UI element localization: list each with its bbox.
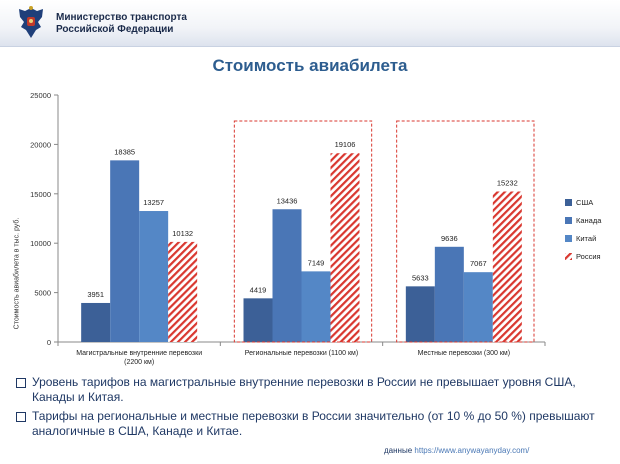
bar-Китай <box>139 211 169 342</box>
category-label: Региональные перевозки (1100 км) <box>245 350 358 357</box>
square-bullet-icon <box>16 412 26 422</box>
ministry-line-1: Министерство транспорта <box>56 12 187 23</box>
bar-Россия <box>492 191 522 342</box>
highlight-box <box>233 120 373 343</box>
bullet-item: Тарифы на региональные и местные перевоз… <box>12 409 612 439</box>
legend-swatch <box>565 253 572 260</box>
data-label: 7067 <box>470 259 487 268</box>
data-label: 13436 <box>277 196 298 205</box>
category-label: (2200 км) <box>124 359 154 366</box>
bullet-text: Тарифы на региональные и местные перевоз… <box>32 409 595 438</box>
bar-Китай <box>463 272 493 342</box>
bullet-item: Уровень тарифов на магистральные внутрен… <box>12 375 612 405</box>
bar-Россия <box>330 153 360 342</box>
source-note: данные https://www.anywayanyday.com/ <box>384 446 529 455</box>
bar-chart: 0 5000 10000 15000 20000 25000 3951 18385 13257 1… <box>30 91 602 366</box>
source-link[interactable]: https://www.anywayanyday.com/ <box>414 446 530 455</box>
y-tick-label: 15000 <box>30 190 51 199</box>
category-label: Магистральные внутренние перевозки <box>76 350 202 357</box>
data-label: 3951 <box>87 290 104 299</box>
legend-swatch <box>565 199 572 206</box>
ministry-line-2: Российской Федерации <box>56 24 174 35</box>
y-tick-label: 25000 <box>30 91 51 100</box>
source-label: данные <box>384 446 413 455</box>
bar-Россия <box>168 241 198 342</box>
y-tick-label: 0 <box>47 338 51 347</box>
legend-swatch <box>565 235 572 242</box>
data-label: 9636 <box>441 234 458 243</box>
slide-title: Стоимость авиабилета <box>212 56 408 75</box>
y-tick-label: 10000 <box>30 239 51 248</box>
emblem-icon <box>19 6 43 38</box>
category-label: Местные перевозки (300 км) <box>418 350 510 357</box>
data-label: 4419 <box>250 285 267 294</box>
legend-label: США <box>576 198 593 207</box>
data-label: 10132 <box>172 229 193 238</box>
data-label: 5633 <box>412 273 429 282</box>
highlight-box <box>396 120 535 343</box>
slide-header: Министерство транспорта Российской Федер… <box>0 0 620 47</box>
y-axis-label: Стоимость авиабилета в тыс. руб. <box>13 217 21 330</box>
data-label: 18385 <box>114 147 135 156</box>
bullet-list: Уровень тарифов на магистральные внутрен… <box>12 375 612 443</box>
bar-США <box>81 302 111 342</box>
bar-Канада <box>272 209 302 342</box>
legend-label: Китай <box>576 234 596 243</box>
bar-США <box>243 298 273 342</box>
data-label: 7149 <box>308 258 325 267</box>
data-label: 13257 <box>143 198 164 207</box>
y-tick-label: 5000 <box>34 289 51 298</box>
legend-label: Канада <box>576 216 602 225</box>
legend-swatch <box>565 217 572 224</box>
bar-Китай <box>301 271 331 342</box>
chart-container: Стоимость авиабилета в тыс. руб. 0 5000 10… <box>0 80 620 370</box>
data-label: 19106 <box>335 140 356 149</box>
bar-Канада <box>434 246 464 342</box>
bar-Канада <box>110 160 140 342</box>
ministry-name: Министерство транспорта Российской Федер… <box>56 12 187 36</box>
data-label: 15232 <box>497 179 518 188</box>
legend-label: Россия <box>576 252 601 261</box>
bar-США <box>405 286 435 342</box>
square-bullet-icon <box>16 378 26 388</box>
bullet-text: Уровень тарифов на магистральные внутрен… <box>32 375 576 404</box>
y-tick-label: 20000 <box>30 140 51 149</box>
